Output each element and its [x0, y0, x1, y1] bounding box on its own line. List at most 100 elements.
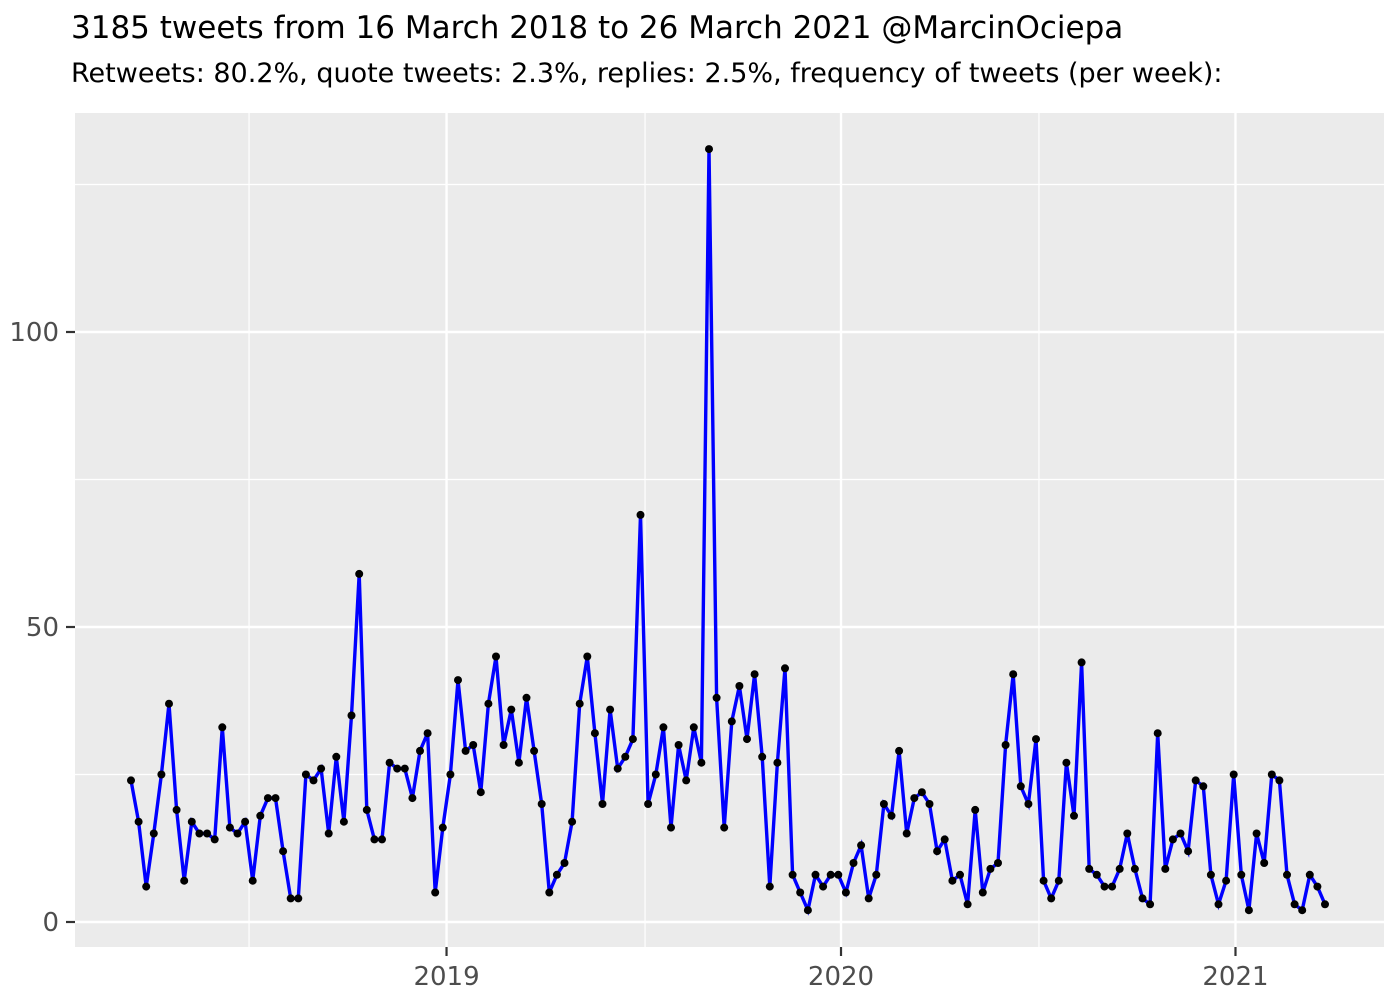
data-point [233, 829, 242, 838]
data-point [309, 776, 318, 785]
data-point [324, 829, 333, 838]
data-point [1275, 776, 1284, 785]
plot-panel [75, 113, 1384, 947]
data-point [560, 859, 569, 867]
data-point [1229, 770, 1238, 779]
data-point [1077, 658, 1086, 667]
data-point [172, 805, 181, 814]
data-point [545, 888, 554, 897]
data-point [758, 752, 767, 761]
data-point [431, 888, 440, 897]
data-point [537, 800, 546, 808]
data-point [461, 746, 470, 755]
data-point [1108, 882, 1117, 891]
data-point [1283, 870, 1291, 879]
data-point [667, 823, 675, 832]
data-point [1176, 829, 1185, 838]
grid-lines [75, 113, 1384, 947]
x-axis-labels: 2019 2020 2021 [413, 962, 1268, 992]
data-point [697, 758, 706, 767]
data-point [203, 829, 212, 838]
data-point [1321, 900, 1329, 909]
data-point [575, 699, 584, 708]
data-point [879, 800, 888, 808]
data-point [393, 764, 402, 773]
data-point [994, 859, 1002, 867]
data-point [1199, 782, 1208, 791]
data-point [256, 811, 265, 820]
data-point [613, 764, 622, 773]
data-point [788, 870, 797, 879]
data-point [157, 770, 166, 779]
data-point [279, 847, 288, 856]
data-point [1222, 876, 1231, 885]
data-point [263, 794, 272, 803]
data-point [1298, 906, 1307, 915]
data-point [210, 835, 219, 844]
x-axis-label: 2019 [413, 962, 479, 992]
data-point [225, 823, 234, 832]
data-point [408, 794, 417, 803]
data-point [1146, 900, 1155, 909]
data-point [583, 652, 592, 661]
data-point [1054, 876, 1063, 885]
data-point [849, 859, 858, 867]
data-point [910, 794, 919, 803]
data-point [1024, 800, 1033, 808]
data-point [1085, 864, 1094, 873]
data-point [149, 829, 158, 838]
data-point [1290, 900, 1299, 909]
data-point [248, 876, 257, 885]
data-point [1115, 864, 1124, 873]
data-point [834, 870, 843, 879]
data-point [484, 699, 493, 708]
data-point [887, 811, 896, 820]
data-point [956, 870, 964, 879]
data-point [1305, 870, 1314, 879]
data-point [819, 882, 828, 891]
data-point [978, 888, 987, 897]
chart-title: 3185 tweets from 16 March 2018 to 26 Mar… [71, 10, 1124, 46]
data-point [347, 711, 356, 720]
data-point [438, 823, 447, 832]
data-point [134, 817, 143, 826]
data-point [651, 770, 660, 779]
data-point [621, 752, 630, 761]
data-point [1001, 741, 1010, 749]
data-point [165, 699, 173, 708]
data-point [1252, 829, 1261, 838]
data-point [1032, 735, 1040, 744]
data-point [712, 693, 721, 702]
data-point [872, 870, 881, 879]
data-point [454, 676, 462, 685]
data-point [902, 829, 911, 838]
data-point [682, 776, 691, 785]
data-point [590, 729, 599, 738]
data-point [1161, 864, 1170, 873]
data-point [530, 746, 539, 755]
data-point [180, 876, 189, 885]
data-point [332, 752, 341, 761]
data-point [142, 882, 151, 891]
data-point [841, 888, 850, 897]
data-point [1214, 900, 1223, 909]
data-point [1092, 870, 1101, 879]
x-axis-label: 2021 [1202, 962, 1268, 992]
data-point [674, 741, 683, 749]
data-point [963, 900, 972, 909]
data-point [689, 723, 698, 732]
data-point [1206, 870, 1215, 879]
data-point [370, 835, 379, 844]
data-point [781, 664, 789, 673]
data-point [1047, 894, 1056, 903]
data-point [568, 817, 577, 826]
data-point [1100, 882, 1109, 891]
data-point [940, 835, 949, 844]
data-point [803, 906, 812, 915]
data-point [1009, 670, 1018, 679]
data-point [385, 758, 394, 767]
data-point [507, 705, 516, 714]
data-point [1123, 829, 1132, 838]
data-point [423, 729, 432, 738]
